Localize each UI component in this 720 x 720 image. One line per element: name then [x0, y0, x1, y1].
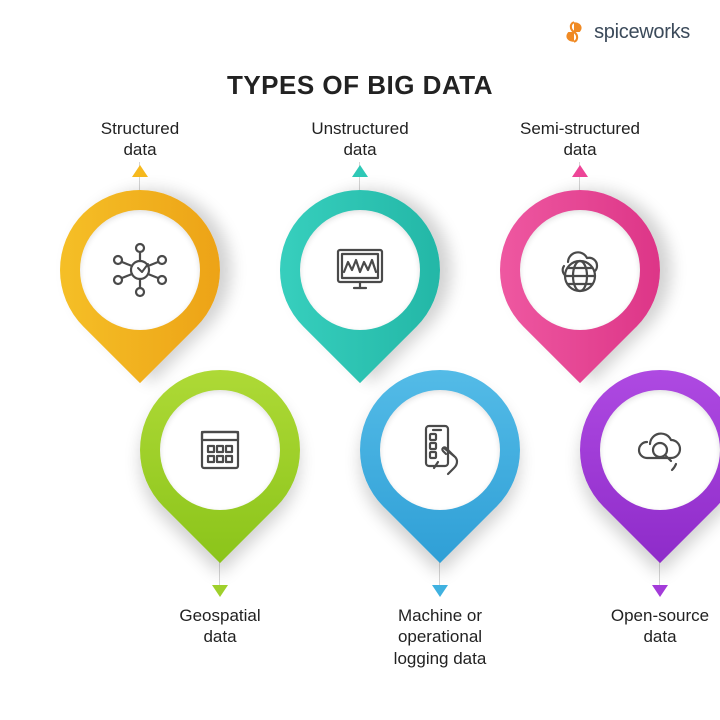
label-geospatial: Geospatialdata [140, 605, 300, 648]
arrow-down [652, 585, 668, 597]
pin-semistructured [500, 190, 660, 350]
label-opensource: Open-sourcedata [580, 605, 720, 648]
brand-name: spiceworks [594, 21, 690, 44]
label-semistructured: Semi-structureddata [500, 118, 660, 161]
pin-opensource [580, 370, 720, 530]
pin-geospatial [140, 370, 300, 530]
page-title: TYPES OF BIG DATA [0, 70, 720, 101]
pin-structured [60, 190, 220, 350]
monitor-icon [328, 238, 392, 302]
label-unstructured: Unstructureddata [280, 118, 440, 161]
cloud-search-icon [628, 418, 692, 482]
brand-logo: spiceworks [560, 18, 690, 46]
arrow-up [352, 165, 368, 177]
label-machine: Machine oroperationallogging data [360, 605, 520, 669]
arrow-up [132, 165, 148, 177]
pin-machine [360, 370, 520, 530]
phone-hand-icon [408, 418, 472, 482]
pin-unstructured [280, 190, 440, 350]
arrow-up [572, 165, 588, 177]
network-icon [108, 238, 172, 302]
cloud-globe-icon [548, 238, 612, 302]
arrow-down [432, 585, 448, 597]
spiceworks-icon [560, 18, 588, 46]
arrow-down [212, 585, 228, 597]
label-structured: Structureddata [60, 118, 220, 161]
grid-box-icon [188, 418, 252, 482]
